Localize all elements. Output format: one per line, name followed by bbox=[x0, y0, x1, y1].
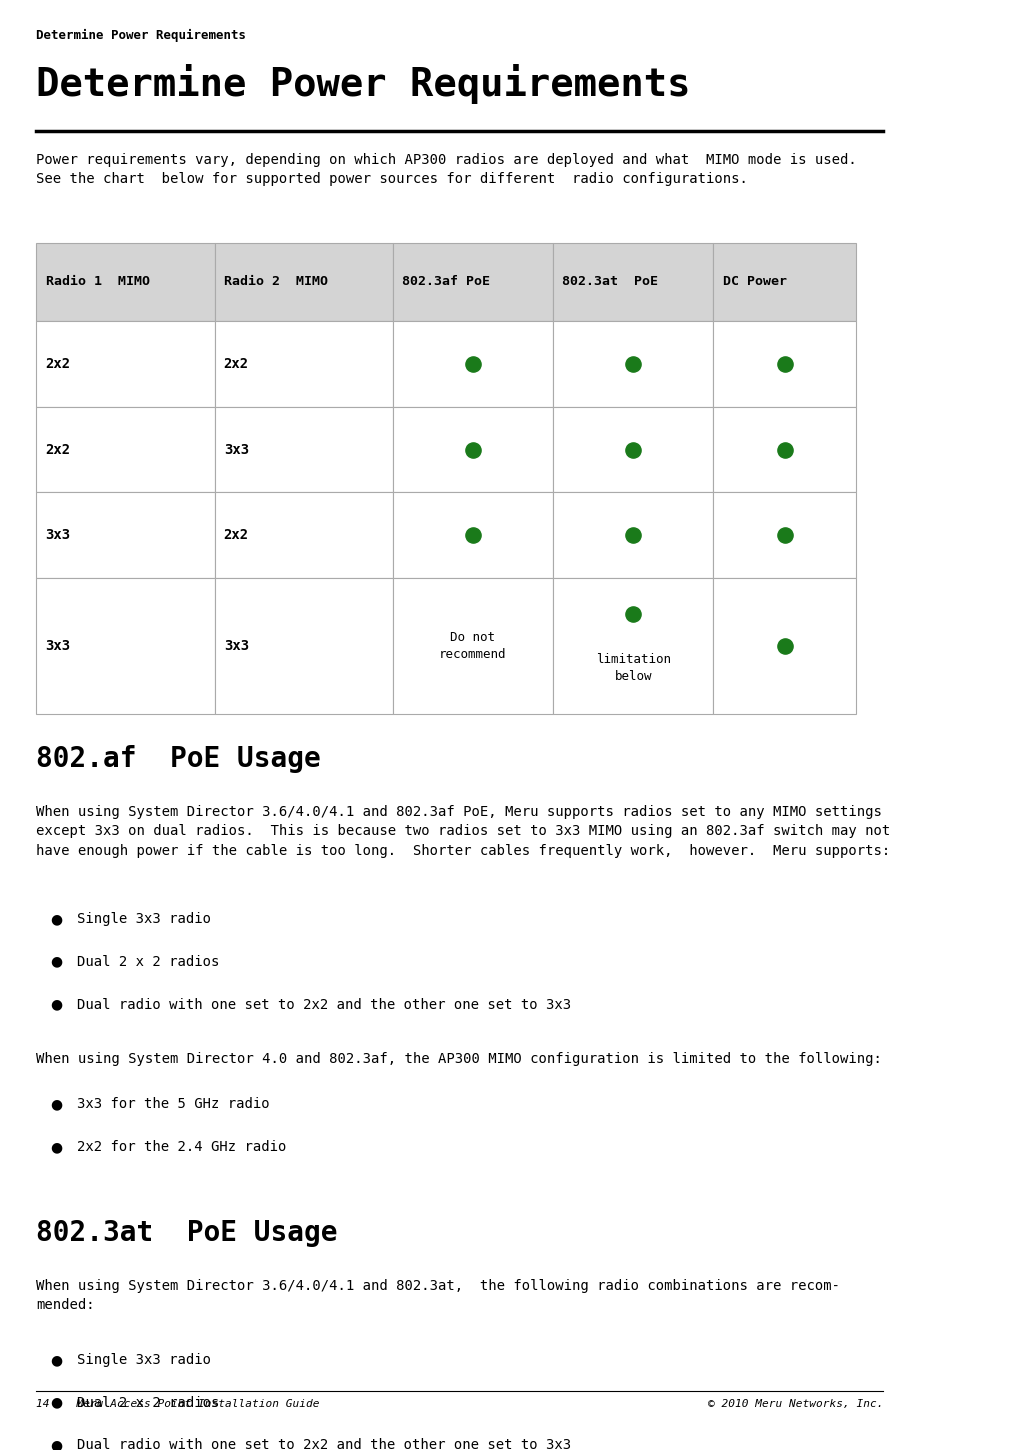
Text: © 2010 Meru Networks, Inc.: © 2010 Meru Networks, Inc. bbox=[707, 1399, 883, 1408]
Point bbox=[775, 438, 792, 461]
Point bbox=[464, 438, 480, 461]
Text: ●: ● bbox=[50, 954, 62, 969]
Text: Dual radio with one set to 2x2 and the other one set to 3x3: Dual radio with one set to 2x2 and the o… bbox=[77, 1438, 571, 1450]
Text: 802.3at  PoE Usage: 802.3at PoE Usage bbox=[36, 1218, 338, 1247]
Text: Single 3x3 radio: Single 3x3 radio bbox=[77, 912, 211, 927]
Text: 3x3: 3x3 bbox=[45, 639, 71, 652]
Text: 3x3: 3x3 bbox=[223, 442, 249, 457]
FancyBboxPatch shape bbox=[36, 320, 214, 406]
Text: ●: ● bbox=[50, 1396, 62, 1409]
FancyBboxPatch shape bbox=[392, 493, 553, 579]
Point bbox=[625, 438, 641, 461]
FancyBboxPatch shape bbox=[713, 406, 855, 493]
FancyBboxPatch shape bbox=[392, 406, 553, 493]
Text: 2x2 for the 2.4 GHz radio: 2x2 for the 2.4 GHz radio bbox=[77, 1140, 286, 1154]
FancyBboxPatch shape bbox=[392, 242, 553, 320]
Text: limitation
below: limitation below bbox=[595, 652, 670, 683]
Text: 802.3af PoE: 802.3af PoE bbox=[401, 276, 489, 289]
Text: Dual 2 x 2 radios: Dual 2 x 2 radios bbox=[77, 954, 219, 969]
Text: 2x2: 2x2 bbox=[223, 357, 249, 371]
FancyBboxPatch shape bbox=[214, 320, 392, 406]
Point bbox=[775, 634, 792, 657]
Point bbox=[464, 352, 480, 376]
Text: Single 3x3 radio: Single 3x3 radio bbox=[77, 1353, 211, 1367]
Text: 2x2: 2x2 bbox=[45, 357, 71, 371]
FancyBboxPatch shape bbox=[36, 242, 214, 320]
FancyBboxPatch shape bbox=[214, 493, 392, 579]
Text: Do not
recommend: Do not recommend bbox=[439, 631, 507, 661]
Text: DC Power: DC Power bbox=[722, 276, 786, 289]
FancyBboxPatch shape bbox=[392, 320, 553, 406]
Text: ●: ● bbox=[50, 1140, 62, 1154]
Text: ●: ● bbox=[50, 1438, 62, 1450]
Text: 3x3: 3x3 bbox=[45, 528, 71, 542]
Text: Dual 2 x 2 radios: Dual 2 x 2 radios bbox=[77, 1396, 219, 1409]
Text: Radio 1  MIMO: Radio 1 MIMO bbox=[45, 276, 150, 289]
Point bbox=[625, 603, 641, 626]
Text: 2x2: 2x2 bbox=[45, 442, 71, 457]
Text: Determine Power Requirements: Determine Power Requirements bbox=[36, 29, 247, 42]
Text: When using System Director 3.6/4.0/4.1 and 802.3af PoE, Meru supports radios set: When using System Director 3.6/4.0/4.1 a… bbox=[36, 805, 890, 858]
Text: When using System Director 4.0 and 802.3af, the AP300 MIMO configuration is limi: When using System Director 4.0 and 802.3… bbox=[36, 1051, 882, 1066]
FancyBboxPatch shape bbox=[214, 579, 392, 713]
FancyBboxPatch shape bbox=[553, 579, 713, 713]
FancyBboxPatch shape bbox=[214, 406, 392, 493]
Point bbox=[625, 523, 641, 547]
FancyBboxPatch shape bbox=[713, 242, 855, 320]
Text: ●: ● bbox=[50, 912, 62, 927]
FancyBboxPatch shape bbox=[553, 406, 713, 493]
Point bbox=[775, 523, 792, 547]
Text: Power requirements vary, depending on which AP300 radios are deployed and what  : Power requirements vary, depending on wh… bbox=[36, 152, 856, 186]
Point bbox=[625, 352, 641, 376]
FancyBboxPatch shape bbox=[36, 493, 214, 579]
FancyBboxPatch shape bbox=[713, 579, 855, 713]
Text: When using System Director 3.6/4.0/4.1 and 802.3at,  the following radio combina: When using System Director 3.6/4.0/4.1 a… bbox=[36, 1279, 839, 1312]
Text: 14    Meru Access Point Installation Guide: 14 Meru Access Point Installation Guide bbox=[36, 1399, 319, 1408]
FancyBboxPatch shape bbox=[553, 493, 713, 579]
FancyBboxPatch shape bbox=[392, 579, 553, 713]
Text: ●: ● bbox=[50, 998, 62, 1012]
FancyBboxPatch shape bbox=[36, 579, 214, 713]
FancyBboxPatch shape bbox=[214, 242, 392, 320]
FancyBboxPatch shape bbox=[553, 320, 713, 406]
FancyBboxPatch shape bbox=[713, 320, 855, 406]
Text: 3x3: 3x3 bbox=[223, 639, 249, 652]
FancyBboxPatch shape bbox=[36, 406, 214, 493]
Text: 2x2: 2x2 bbox=[223, 528, 249, 542]
Point bbox=[464, 523, 480, 547]
Text: Determine Power Requirements: Determine Power Requirements bbox=[36, 64, 691, 104]
Text: 802.af  PoE Usage: 802.af PoE Usage bbox=[36, 745, 320, 773]
Text: 3x3 for the 5 GHz radio: 3x3 for the 5 GHz radio bbox=[77, 1098, 270, 1111]
Text: Dual radio with one set to 2x2 and the other one set to 3x3: Dual radio with one set to 2x2 and the o… bbox=[77, 998, 571, 1012]
FancyBboxPatch shape bbox=[553, 242, 713, 320]
Text: Radio 2  MIMO: Radio 2 MIMO bbox=[223, 276, 328, 289]
FancyBboxPatch shape bbox=[713, 493, 855, 579]
Point bbox=[775, 352, 792, 376]
Text: ●: ● bbox=[50, 1353, 62, 1367]
Text: 802.3at  PoE: 802.3at PoE bbox=[562, 276, 657, 289]
Text: ●: ● bbox=[50, 1098, 62, 1111]
